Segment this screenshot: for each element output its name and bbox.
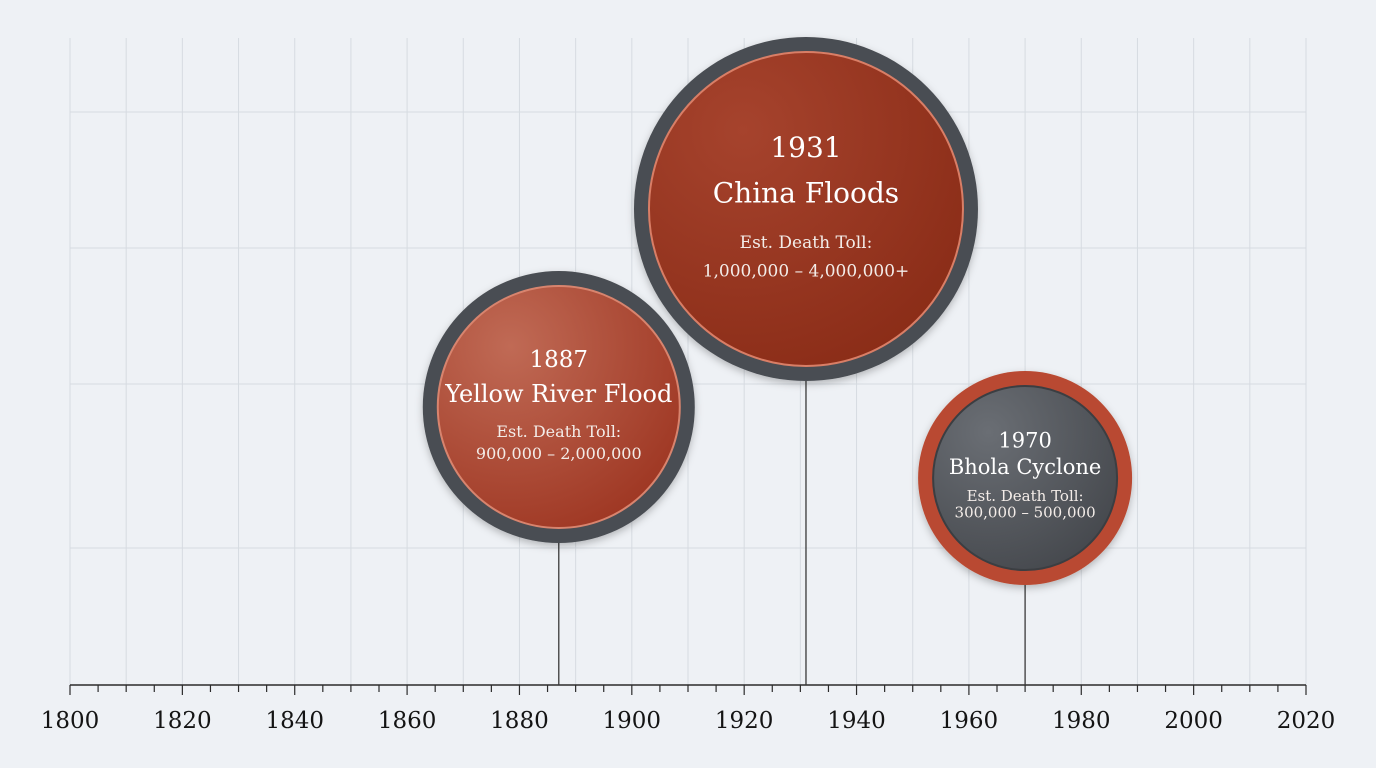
event-toll-range: 300,000 – 500,000 — [955, 504, 1096, 522]
tick-label: 2000 — [1164, 708, 1223, 734]
tick-label: 1880 — [490, 708, 549, 734]
tick-label: 1800 — [41, 708, 100, 734]
event-toll-label: Est. Death Toll: — [496, 422, 621, 441]
event-name: China Floods — [713, 177, 899, 210]
tick-label: 1860 — [378, 708, 437, 734]
event-year: 1931 — [770, 131, 841, 164]
tick-label: 1840 — [265, 708, 324, 734]
tick-label: 1820 — [153, 708, 212, 734]
tick-label: 1960 — [940, 708, 999, 734]
event-bubble — [436, 285, 681, 529]
event-toll-label: Est. Death Toll: — [740, 233, 873, 253]
event-toll-range: 1,000,000 – 4,000,000+ — [703, 261, 910, 281]
event-1931: 1931 China Floods Est. Death Toll: 1,000,00… — [633, 37, 978, 685]
tick-label: 1900 — [603, 708, 662, 734]
tick-label: 2020 — [1277, 708, 1336, 734]
x-axis: 1800 1820 1840 1860 1880 1900 1920 1940 1960 1980… — [41, 684, 1336, 734]
tick-label: 1920 — [715, 708, 774, 734]
event-name: Bhola Cyclone — [949, 455, 1102, 479]
event-year: 1970 — [998, 429, 1051, 453]
event-1887: 1887 Yellow River Flood Est. Death Toll: 90… — [422, 271, 695, 685]
event-name: Yellow River Flood — [444, 380, 672, 408]
tick-label: 1940 — [827, 708, 886, 734]
event-bubble — [932, 385, 1119, 571]
events: 1887 Yellow River Flood Est. Death Toll: 90… — [422, 37, 1133, 685]
tick-label: 1980 — [1052, 708, 1111, 734]
event-toll-label: Est. Death Toll: — [967, 487, 1084, 505]
event-toll-range: 900,000 – 2,000,000 — [476, 444, 642, 463]
event-year: 1887 — [530, 347, 589, 373]
event-bubble — [647, 51, 964, 367]
